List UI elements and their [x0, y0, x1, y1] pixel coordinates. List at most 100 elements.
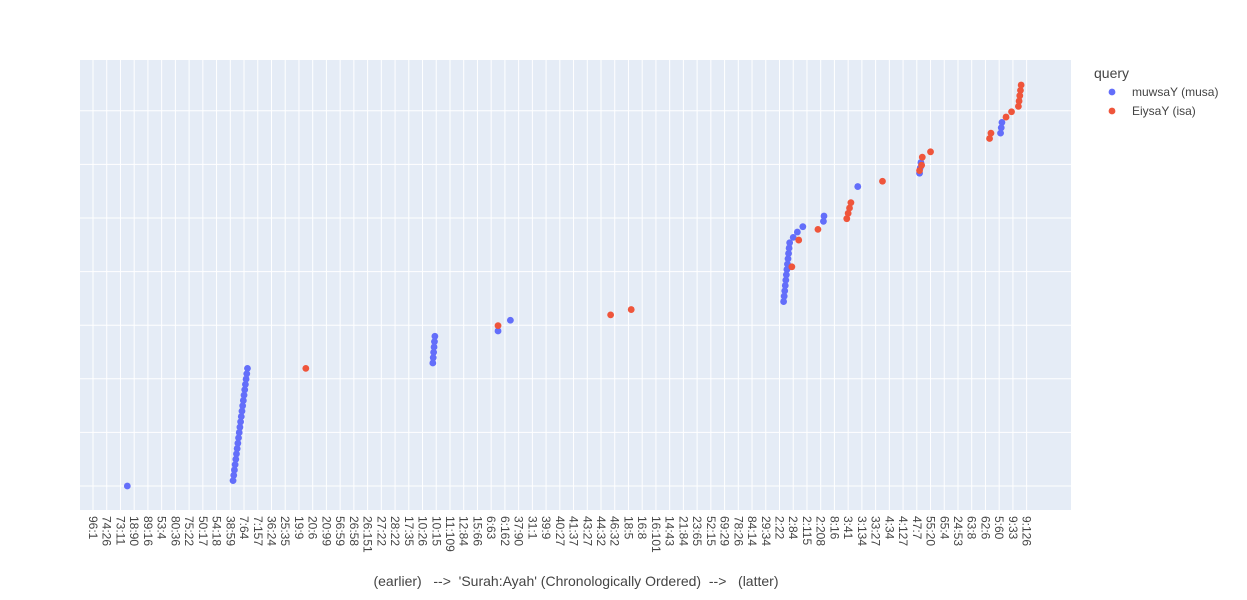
x-tick-label: 74:26	[100, 516, 114, 546]
point-series-1[interactable]	[998, 119, 1006, 126]
point-series-1[interactable]	[506, 316, 514, 324]
point-series-1[interactable]	[431, 338, 438, 346]
gridlines	[80, 60, 1071, 510]
point-series-2[interactable]	[846, 204, 853, 212]
point-series-2[interactable]	[987, 129, 995, 137]
x-tick-label: 50:17	[196, 516, 210, 546]
point-series-2[interactable]	[788, 263, 796, 271]
point-series-1[interactable]	[782, 276, 790, 284]
x-tick-label: 41:37	[567, 516, 581, 546]
point-series-1[interactable]	[239, 397, 247, 404]
point-series-2[interactable]	[814, 225, 822, 233]
point-series-2[interactable]	[1015, 102, 1022, 110]
point-series-1[interactable]	[240, 391, 248, 399]
point-series-2[interactable]	[1015, 97, 1023, 105]
point-series-1[interactable]	[241, 386, 249, 394]
point-series-1[interactable]	[243, 370, 251, 378]
legend-marker[interactable]	[1108, 88, 1116, 96]
point-series-1[interactable]	[236, 423, 244, 431]
point-series-1[interactable]	[242, 375, 250, 383]
x-tick-label: 7:157	[251, 516, 265, 546]
point-series-1[interactable]	[242, 381, 249, 388]
point-series-1[interactable]	[494, 327, 502, 335]
point-series-1[interactable]	[234, 439, 242, 447]
point-series-1[interactable]	[799, 223, 807, 231]
point-series-1[interactable]	[232, 455, 240, 463]
point-series-1[interactable]	[782, 271, 790, 279]
x-tick-label: 31:1	[525, 516, 539, 540]
point-series-1[interactable]	[997, 124, 1005, 132]
point-series-1[interactable]	[429, 354, 437, 362]
x-tick-label: 20:99	[319, 516, 333, 546]
point-series-1[interactable]	[123, 482, 131, 490]
x-tick-label: 12:84	[457, 516, 471, 546]
x-tick-label: 8:16	[827, 516, 841, 540]
x-tick-label: 20:6	[306, 516, 320, 540]
point-series-2[interactable]	[916, 167, 923, 174]
point-series-1[interactable]	[820, 217, 827, 225]
legend-marker[interactable]	[1108, 107, 1116, 115]
point-series-1[interactable]	[244, 364, 251, 372]
point-series-2[interactable]	[843, 215, 851, 223]
point-series-1[interactable]	[233, 450, 240, 458]
point-series-1[interactable]	[997, 129, 1004, 137]
point-series-1[interactable]	[784, 255, 792, 263]
x-tick-label: 3:41	[841, 516, 855, 540]
point-series-1[interactable]	[229, 477, 237, 485]
point-series-1[interactable]	[820, 212, 828, 220]
x-tick-label: 19:9	[292, 516, 306, 540]
point-series-1[interactable]	[786, 239, 794, 247]
point-series-1[interactable]	[237, 418, 244, 426]
point-series-2[interactable]	[1008, 108, 1015, 116]
point-series-2[interactable]	[927, 148, 934, 156]
point-series-1[interactable]	[235, 434, 242, 442]
point-series-2[interactable]	[1017, 86, 1024, 94]
point-series-1[interactable]	[430, 343, 438, 351]
point-series-2[interactable]	[1017, 81, 1025, 89]
point-series-1[interactable]	[854, 183, 862, 190]
point-series-2[interactable]	[302, 364, 310, 372]
point-series-1[interactable]	[239, 402, 247, 410]
point-series-2[interactable]	[1016, 92, 1024, 100]
point-series-1[interactable]	[231, 461, 239, 469]
legend[interactable]: query muwsaY (musa) EiysaY (isa)	[1094, 65, 1218, 118]
point-series-1[interactable]	[231, 466, 238, 474]
point-series-2[interactable]	[879, 177, 886, 185]
point-series-2[interactable]	[1002, 113, 1010, 121]
point-series-1[interactable]	[785, 244, 793, 252]
x-tick-label: 96:1	[86, 516, 100, 540]
point-series-2[interactable]	[918, 161, 926, 169]
point-series-1[interactable]	[780, 292, 788, 300]
x-tick-label: 10:26	[416, 516, 430, 546]
point-series-2[interactable]	[795, 236, 803, 244]
point-series-2[interactable]	[607, 311, 615, 319]
point-series-1[interactable]	[237, 413, 245, 420]
point-series-1[interactable]	[781, 287, 789, 295]
point-series-2[interactable]	[986, 135, 993, 142]
point-series-1[interactable]	[781, 282, 789, 289]
point-series-2[interactable]	[494, 322, 502, 329]
point-series-2[interactable]	[844, 209, 852, 217]
point-series-1[interactable]	[785, 250, 792, 257]
x-tick-label: 39:9	[539, 516, 553, 540]
legend-entry-label[interactable]: muwsaY (musa)	[1132, 85, 1218, 99]
point-series-1[interactable]	[789, 233, 797, 241]
point-series-2[interactable]	[847, 199, 855, 207]
point-series-2[interactable]	[627, 306, 635, 313]
point-series-1[interactable]	[793, 228, 801, 236]
point-series-1[interactable]	[430, 348, 438, 356]
x-tick-label: 4:34	[882, 516, 896, 540]
x-tick-label: 6:162	[498, 516, 512, 546]
point-series-1[interactable]	[780, 298, 788, 305]
point-series-2[interactable]	[918, 153, 926, 161]
x-tick-label: 40:27	[553, 516, 567, 546]
point-series-1[interactable]	[235, 429, 243, 436]
point-series-1[interactable]	[429, 359, 437, 367]
x-tick-label: 2:22	[773, 516, 787, 540]
legend-entry-label[interactable]: EiysaY (isa)	[1132, 104, 1196, 118]
point-series-1[interactable]	[238, 407, 246, 415]
point-series-1[interactable]	[230, 471, 238, 479]
point-series-1[interactable]	[233, 445, 241, 452]
point-series-1[interactable]	[431, 332, 439, 340]
